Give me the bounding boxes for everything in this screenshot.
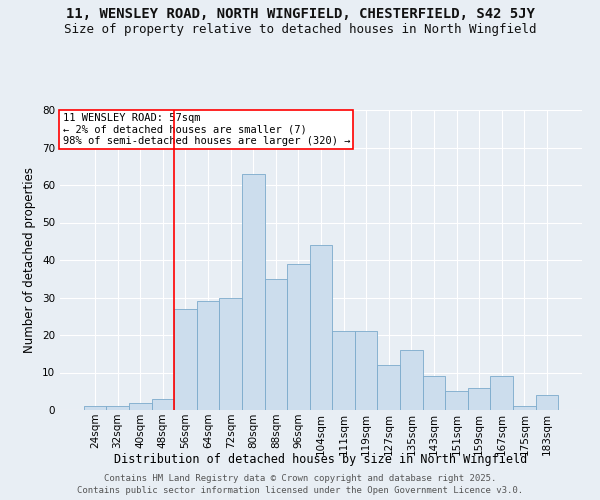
Bar <box>106 406 129 410</box>
Bar <box>445 391 468 410</box>
Bar <box>422 376 445 410</box>
Y-axis label: Number of detached properties: Number of detached properties <box>23 167 37 353</box>
Bar <box>287 264 310 410</box>
Bar <box>84 406 106 410</box>
Text: Size of property relative to detached houses in North Wingfield: Size of property relative to detached ho… <box>64 22 536 36</box>
Text: Distribution of detached houses by size in North Wingfield: Distribution of detached houses by size … <box>115 452 527 466</box>
Bar <box>332 331 355 410</box>
Bar <box>400 350 422 410</box>
Bar <box>242 174 265 410</box>
Bar <box>490 376 513 410</box>
Bar <box>355 331 377 410</box>
Bar <box>310 245 332 410</box>
Bar <box>513 406 536 410</box>
Text: 11 WENSLEY ROAD: 57sqm
← 2% of detached houses are smaller (7)
98% of semi-detac: 11 WENSLEY ROAD: 57sqm ← 2% of detached … <box>62 113 350 146</box>
Bar <box>468 388 490 410</box>
Bar <box>152 399 174 410</box>
Text: 11, WENSLEY ROAD, NORTH WINGFIELD, CHESTERFIELD, S42 5JY: 11, WENSLEY ROAD, NORTH WINGFIELD, CHEST… <box>65 8 535 22</box>
Bar <box>536 395 558 410</box>
Bar <box>377 365 400 410</box>
Bar <box>129 402 152 410</box>
Bar <box>174 308 197 410</box>
Text: Contains HM Land Registry data © Crown copyright and database right 2025.
Contai: Contains HM Land Registry data © Crown c… <box>77 474 523 495</box>
Bar <box>197 301 220 410</box>
Bar <box>220 298 242 410</box>
Bar <box>265 279 287 410</box>
